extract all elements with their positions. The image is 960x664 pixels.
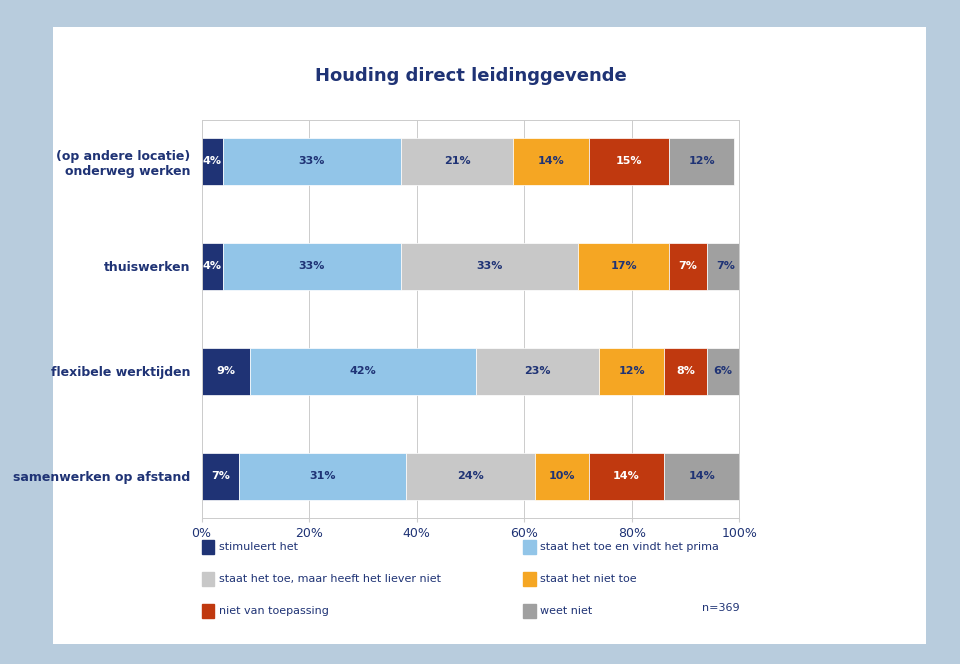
Text: weet niet: weet niet — [540, 606, 592, 616]
Text: 7%: 7% — [716, 261, 735, 271]
Bar — [202, 242, 223, 290]
Text: 8%: 8% — [676, 367, 695, 376]
Bar — [202, 347, 250, 395]
Text: 14%: 14% — [538, 156, 564, 166]
Text: 42%: 42% — [349, 367, 376, 376]
Bar — [588, 453, 664, 500]
Text: staat het toe, maar heeft het liever niet: staat het toe, maar heeft het liever nie… — [219, 574, 441, 584]
Text: 33%: 33% — [299, 156, 325, 166]
Text: 23%: 23% — [524, 367, 551, 376]
Text: 21%: 21% — [444, 156, 470, 166]
Text: 17%: 17% — [611, 261, 636, 271]
Text: 7%: 7% — [211, 471, 229, 481]
Text: staat het toe en vindt het prima: staat het toe en vindt het prima — [540, 542, 719, 552]
Bar — [223, 137, 400, 185]
Bar — [400, 137, 514, 185]
Text: 7%: 7% — [679, 261, 698, 271]
Text: 9%: 9% — [216, 367, 235, 376]
Bar — [202, 137, 223, 185]
Text: Houding direct leidinggevende: Houding direct leidinggevende — [315, 67, 626, 86]
Bar — [400, 242, 578, 290]
Bar — [664, 453, 739, 500]
Text: 12%: 12% — [618, 367, 645, 376]
Bar — [669, 242, 707, 290]
Bar — [599, 347, 664, 395]
Text: 14%: 14% — [612, 471, 639, 481]
Text: 33%: 33% — [299, 261, 325, 271]
Text: 10%: 10% — [548, 471, 575, 481]
Text: 24%: 24% — [457, 471, 484, 481]
Text: 15%: 15% — [615, 156, 642, 166]
Text: niet van toepassing: niet van toepassing — [219, 606, 328, 616]
Bar — [406, 453, 535, 500]
Bar — [514, 137, 588, 185]
Bar — [578, 242, 669, 290]
Bar — [664, 347, 707, 395]
Text: 4%: 4% — [203, 156, 222, 166]
Text: 33%: 33% — [476, 261, 502, 271]
Text: staat het niet toe: staat het niet toe — [540, 574, 637, 584]
Bar — [250, 347, 476, 395]
Text: 4%: 4% — [203, 261, 222, 271]
Bar — [535, 453, 588, 500]
Bar — [476, 347, 599, 395]
Bar — [669, 137, 733, 185]
Text: 12%: 12% — [688, 156, 715, 166]
Bar — [202, 453, 239, 500]
Text: 6%: 6% — [713, 367, 732, 376]
Text: 31%: 31% — [309, 471, 336, 481]
Text: 14%: 14% — [688, 471, 715, 481]
Bar — [588, 137, 669, 185]
Bar — [223, 242, 400, 290]
Bar — [707, 347, 739, 395]
Bar — [239, 453, 406, 500]
Text: stimuleert het: stimuleert het — [219, 542, 298, 552]
Text: n=369: n=369 — [702, 603, 739, 613]
Bar — [707, 242, 745, 290]
